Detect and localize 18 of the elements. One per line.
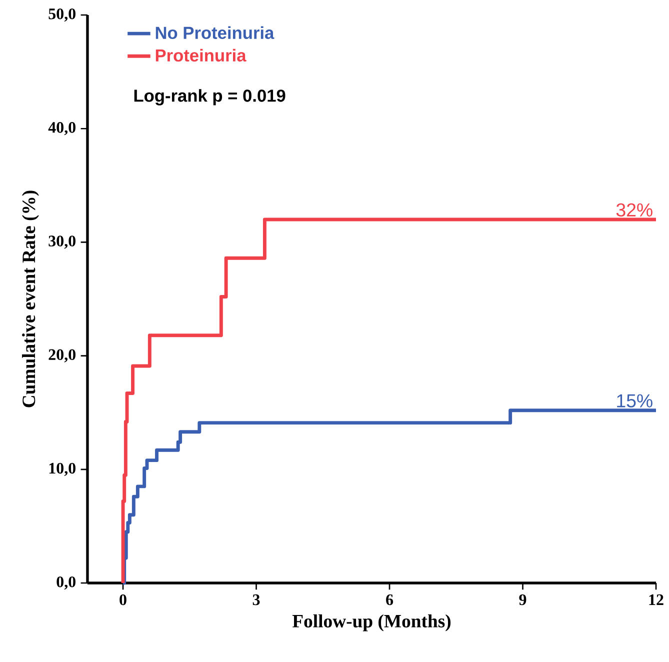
- y-tick-label: 40,0: [48, 122, 76, 136]
- y-tick-label: 0,0: [56, 576, 76, 590]
- x-axis-title: Follow-up (Months): [292, 614, 451, 632]
- annotation: Log-rank p = 0.019: [134, 89, 286, 106]
- legend-label: No Proteinuria: [156, 26, 274, 40]
- y-axis-title: Cumulative event Rate (%): [22, 190, 39, 408]
- x-tick-label: 3: [252, 594, 260, 606]
- legend-label: Proteinuria: [156, 48, 246, 62]
- x-tick-label: 6: [386, 594, 394, 606]
- y-tick-label: 50,0: [48, 8, 76, 22]
- x-tick-label: 0: [120, 594, 126, 606]
- y-tick-label: 20,0: [48, 349, 76, 362]
- y-tick-label: 30,0: [48, 236, 76, 249]
- x-tick-label: 9: [519, 594, 526, 606]
- x-tick-label: 12: [649, 594, 664, 605]
- annotation: 32%: [616, 203, 652, 217]
- y-tick-label: 10,0: [49, 462, 76, 476]
- annotation: 15%: [617, 394, 652, 408]
